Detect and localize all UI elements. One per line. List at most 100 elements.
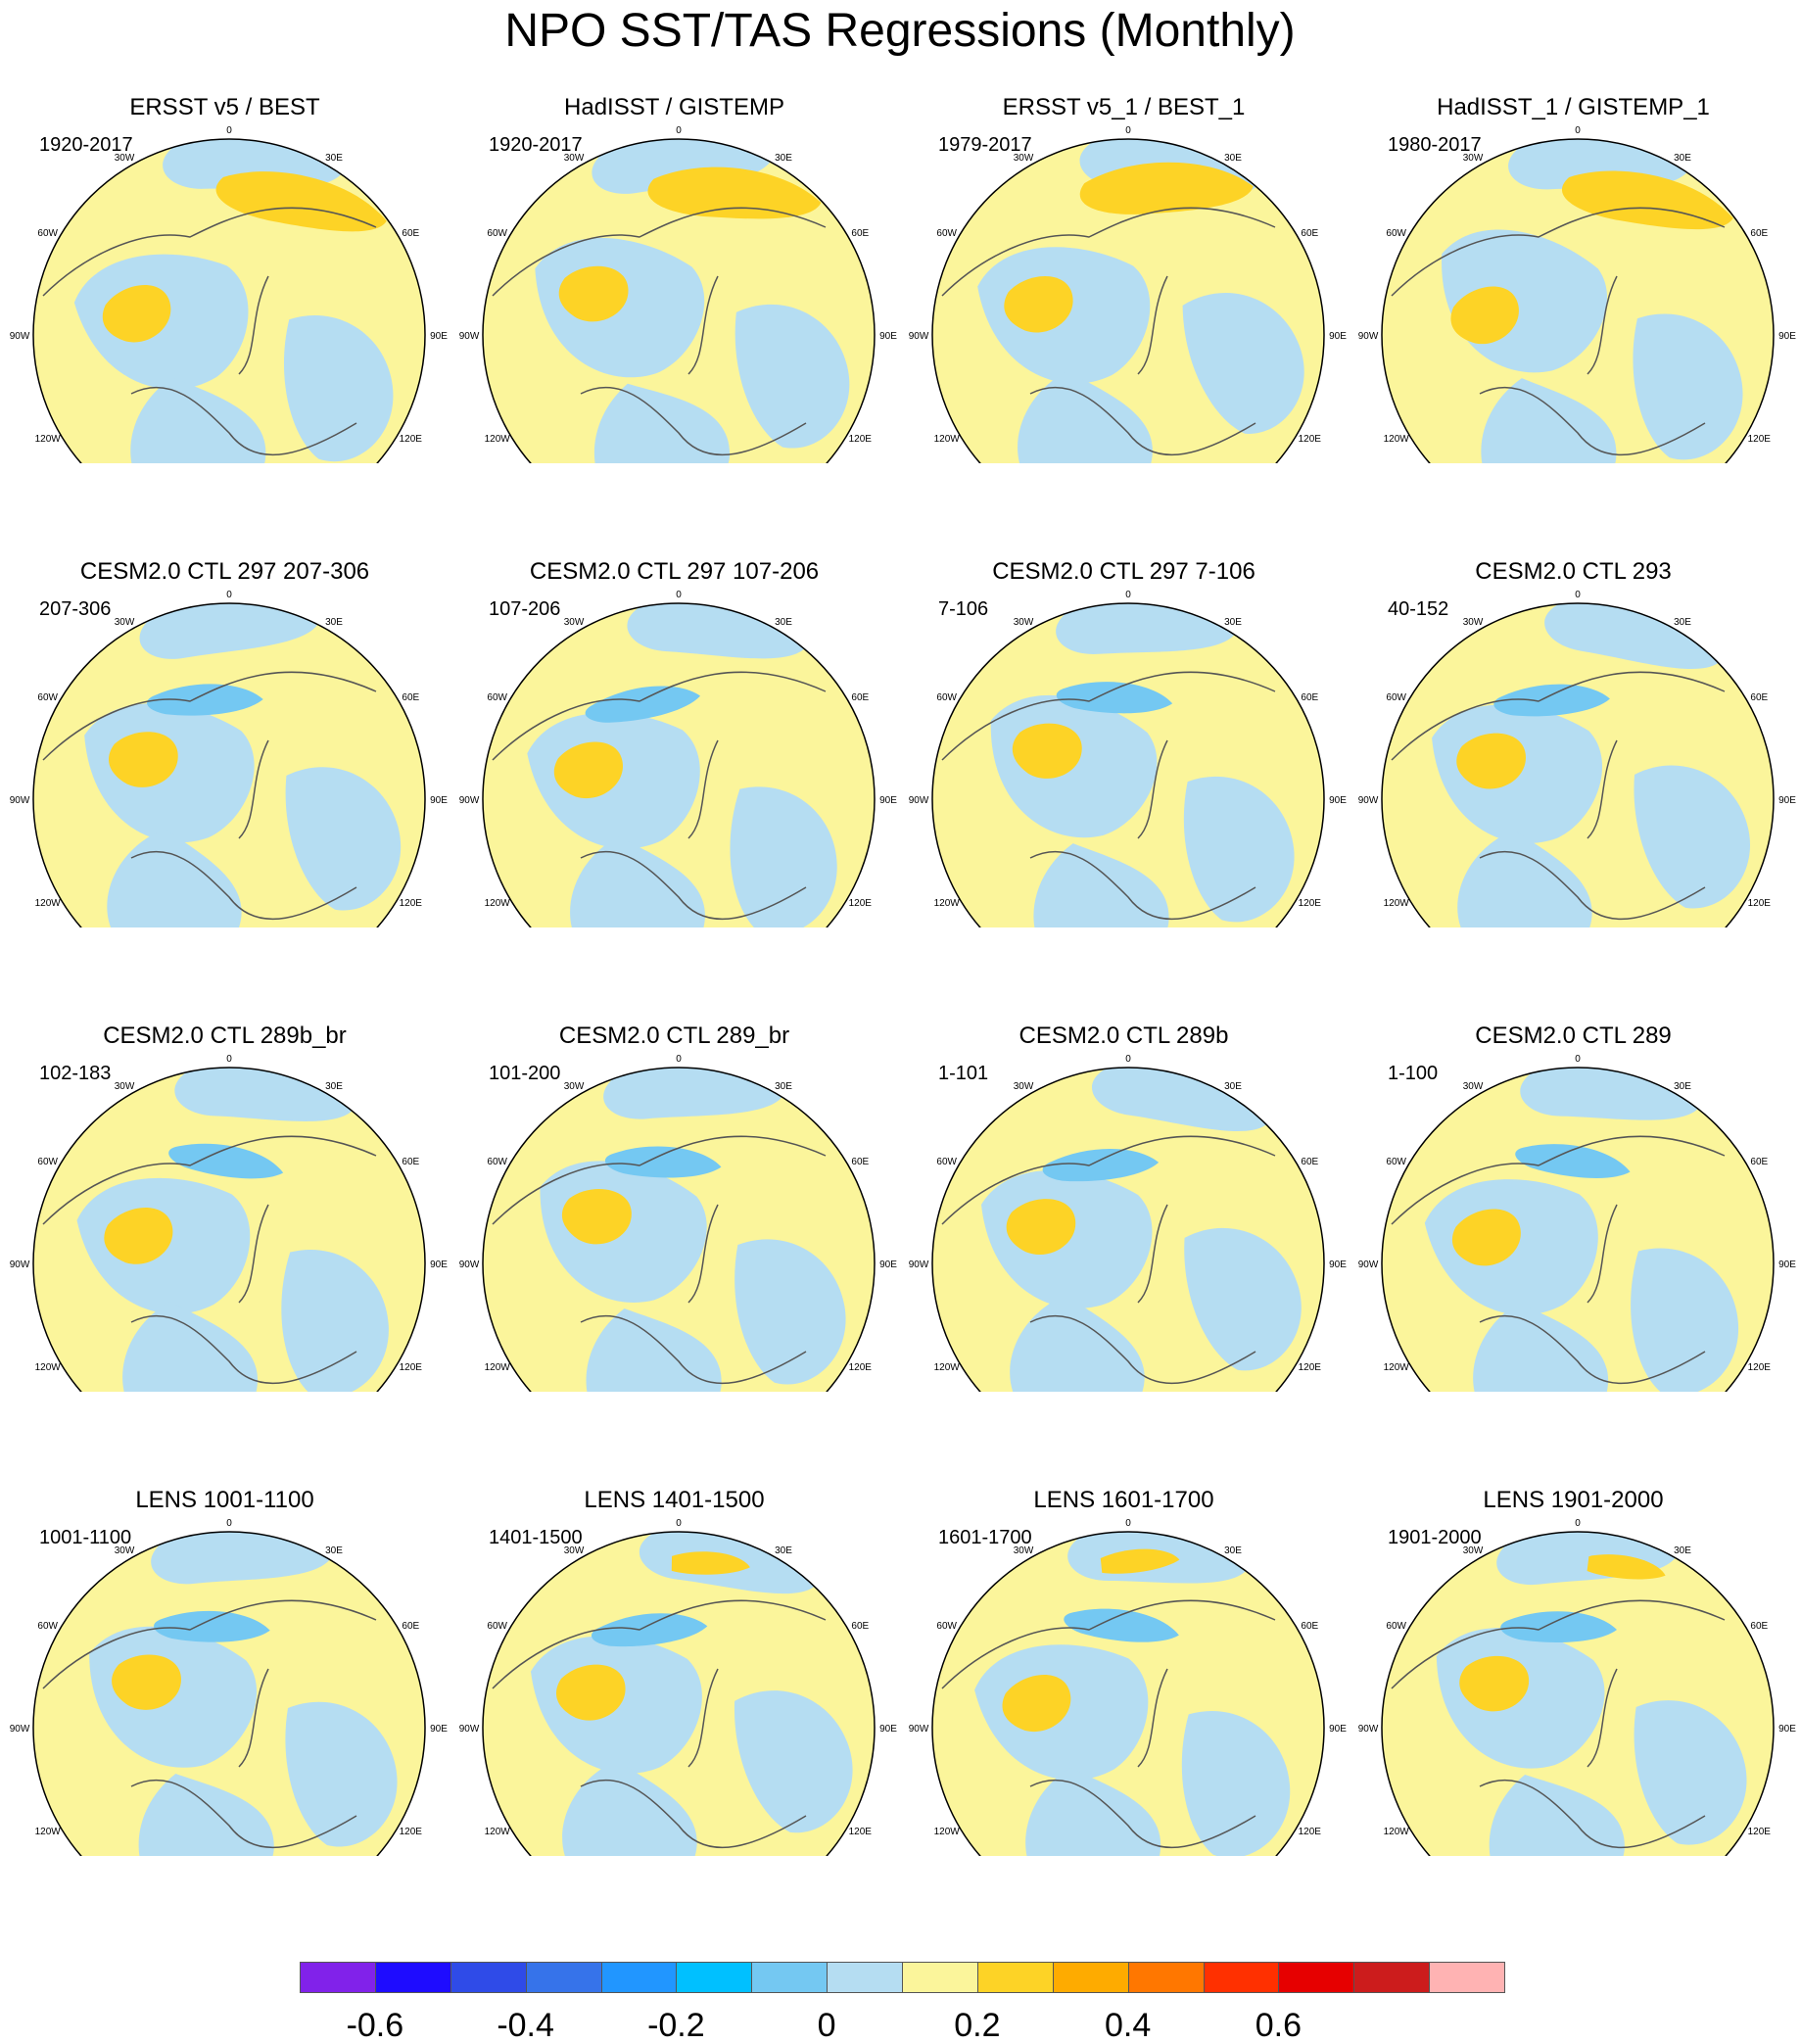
coastline xyxy=(941,1135,1276,1385)
longitude-label: 30W xyxy=(115,1081,135,1092)
anomaly-region xyxy=(556,1664,626,1721)
longitude-label: 30E xyxy=(775,1545,792,1556)
panel-title: CESM2.0 CTL 289_br xyxy=(558,1022,790,1049)
longitude-label: 120E xyxy=(1748,434,1772,445)
longitude-label: 60E xyxy=(402,1157,419,1167)
anomaly-region xyxy=(147,684,263,716)
coastline xyxy=(941,207,1276,456)
anomaly-region xyxy=(734,304,850,449)
longitude-label: 60E xyxy=(402,228,419,239)
longitude-label: 30E xyxy=(1224,1545,1242,1556)
panel-title: CESM2.0 CTL 297 107-206 xyxy=(529,558,820,585)
anomaly-region xyxy=(647,166,822,219)
map-panel: CESM2.0 CTL 289180150E120E90E60E30E030W6… xyxy=(1349,928,1798,1392)
longitude-label: 30E xyxy=(325,617,343,628)
longitude-label: 120E xyxy=(849,1362,873,1373)
panel-period: 1920-2017 xyxy=(39,134,133,156)
anomaly-region xyxy=(1633,313,1743,460)
longitude-label: 30W xyxy=(1014,153,1034,164)
map-border xyxy=(32,138,426,463)
longitude-label: 90W xyxy=(1358,1260,1379,1270)
longitude-label: 120W xyxy=(934,1362,961,1373)
polar-map: 180150E120E90E60E30E030W60W90W120W150W xyxy=(10,1054,448,1392)
anomaly-region xyxy=(591,1613,708,1647)
map-border xyxy=(1381,138,1775,463)
longitude-label: 60W xyxy=(487,692,507,703)
polar-map: 180150E120E90E60E30E030W60W90W120W150W xyxy=(1358,590,1796,927)
anomaly-region xyxy=(1634,1700,1747,1845)
map-panel: HadISST / GISTEMP180150E120E90E60E30E030… xyxy=(450,0,899,463)
longitude-label: 60W xyxy=(1386,692,1406,703)
colorbar-tick-label: 0.4 xyxy=(1104,2007,1152,2044)
longitude-label: 90E xyxy=(879,1260,897,1270)
coastline xyxy=(1391,1135,1726,1385)
longitude-label: 30E xyxy=(325,1545,343,1556)
longitude-label: 30E xyxy=(775,153,792,164)
longitude-label: 90E xyxy=(1329,331,1347,342)
map-panel: CESM2.0 CTL 289b180150E120E90E60E30E030W… xyxy=(899,928,1349,1392)
longitude-label: 90E xyxy=(430,795,448,806)
longitude-label: 90W xyxy=(1358,331,1379,342)
panel-title: CESM2.0 CTL 297 7-106 xyxy=(992,558,1255,585)
colorbar-swatch xyxy=(300,1962,376,1993)
longitude-label: 0 xyxy=(1575,1518,1581,1529)
longitude-label: 0 xyxy=(1575,1054,1581,1065)
longitude-label: 120W xyxy=(35,434,62,445)
anomaly-region xyxy=(570,835,705,927)
longitude-label: 30E xyxy=(1674,153,1691,164)
longitude-label: 30W xyxy=(564,1081,585,1092)
panel-period: 1601-1700 xyxy=(938,1527,1032,1548)
longitude-label: 90W xyxy=(459,795,480,806)
coastline xyxy=(492,671,827,921)
longitude-label: 30E xyxy=(1224,617,1242,628)
coastline xyxy=(1391,671,1726,921)
longitude-label: 30W xyxy=(1463,1545,1484,1556)
map-panel: ERSST v5 / BEST180150E120E90E60E30E030W6… xyxy=(0,0,450,463)
longitude-label: 0 xyxy=(1575,590,1581,600)
longitude-label: 30W xyxy=(1463,1081,1484,1092)
colorbar-swatch xyxy=(1353,1962,1431,1993)
longitude-label: 120W xyxy=(35,898,62,909)
colorbar-tick-label: -0.2 xyxy=(647,2007,705,2044)
anomaly-region xyxy=(561,1189,632,1245)
map-panel: LENS 1901-2000180150E120E90E60E30E030W60… xyxy=(1349,1393,1798,1856)
colorbar-swatch xyxy=(525,1962,602,1993)
longitude-label: 60W xyxy=(37,1157,58,1167)
map-panel: CESM2.0 CTL 293180150E120E90E60E30E030W6… xyxy=(1349,464,1798,927)
anomaly-region xyxy=(1182,293,1304,434)
panel-title: ERSST v5 / BEST xyxy=(129,94,320,120)
longitude-label: 0 xyxy=(676,1518,682,1529)
anomaly-region xyxy=(1473,1303,1609,1392)
map-panel: CESM2.0 CTL 289b_br180150E120E90E60E30E0… xyxy=(0,928,450,1392)
anomaly-region xyxy=(112,1654,181,1710)
coastline xyxy=(42,207,377,456)
coastline xyxy=(1391,207,1726,456)
longitude-label: 30W xyxy=(115,153,135,164)
anomaly-region xyxy=(1631,1248,1738,1392)
map-border xyxy=(931,602,1325,927)
longitude-label: 120W xyxy=(1384,434,1410,445)
longitude-label: 60E xyxy=(1750,1157,1768,1167)
longitude-label: 30W xyxy=(1014,1545,1034,1556)
map-panel: CESM2.0 CTL 297 207-306180150E120E90E60E… xyxy=(0,464,450,927)
anomaly-region xyxy=(1042,1148,1160,1182)
longitude-label: 60W xyxy=(37,228,58,239)
map-border xyxy=(931,1531,1325,1856)
longitude-label: 60W xyxy=(37,692,58,703)
coastline xyxy=(492,1135,827,1385)
anomaly-region xyxy=(604,1146,722,1178)
anomaly-region xyxy=(139,603,318,659)
colorbar-swatch xyxy=(600,1962,678,1993)
colorbar xyxy=(300,1962,1505,1993)
longitude-label: 90W xyxy=(10,1724,30,1735)
longitude-label: 30W xyxy=(564,617,585,628)
panel-period: 1001-1100 xyxy=(39,1527,132,1548)
anomaly-region xyxy=(1010,1295,1145,1392)
longitude-label: 30E xyxy=(1224,153,1242,164)
polar-map: 180150E120E90E60E30E030W60W90W120W150W xyxy=(459,1518,897,1856)
main-title: NPO SST/TAS Regressions (Monthly) xyxy=(504,5,1296,57)
longitude-label: 60E xyxy=(851,1157,869,1167)
longitude-label: 120E xyxy=(849,1827,873,1837)
anomaly-region xyxy=(1500,1611,1617,1642)
longitude-label: 60E xyxy=(851,692,869,703)
